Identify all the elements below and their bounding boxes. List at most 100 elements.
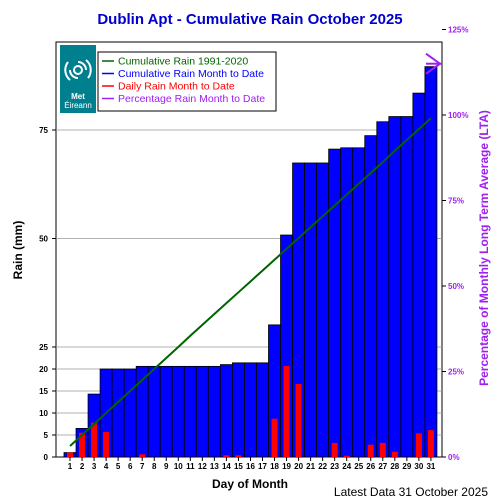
x-tick-label: 2 <box>80 462 85 471</box>
x-tick-label: 7 <box>140 462 145 471</box>
cumulative-bar <box>328 148 342 458</box>
x-tick-label: 22 <box>318 462 327 471</box>
cumulative-bar <box>111 368 125 458</box>
x-tick-label: 1 <box>68 462 73 471</box>
x-tick-label: 3 <box>92 462 97 471</box>
y-tick-label: 15 <box>39 387 48 396</box>
x-tick-label: 11 <box>186 462 195 471</box>
y-tick-label: 10 <box>39 409 48 418</box>
latest-data-note: Latest Data 31 October 2025 <box>334 485 488 499</box>
y-axis-ticks: 0 5 10 15 20 25 50 75 <box>39 126 56 462</box>
percentage-marker <box>425 52 442 75</box>
y-tick-label: 50 <box>39 235 48 244</box>
logo-line2: Éireann <box>64 101 92 110</box>
cumulative-bar <box>316 162 330 458</box>
cumulative-bar <box>424 66 438 458</box>
daily-bar <box>379 442 386 457</box>
legend-label: Percentage Rain Month to Date <box>118 93 265 105</box>
daily-bar <box>391 451 398 457</box>
y-tick-label: 5 <box>44 431 49 440</box>
x-tick-label: 21 <box>306 462 315 471</box>
daily-bar <box>235 455 242 457</box>
daily-bar <box>67 452 74 457</box>
y2-axis-label: Percentage of Monthly Long Term Average … <box>477 110 491 386</box>
y2-tick-label: 50% <box>448 282 464 291</box>
x-tick-label: 27 <box>378 462 387 471</box>
cumulative-bar <box>207 365 221 458</box>
cumulative-bar <box>388 116 402 458</box>
lta-series-line <box>69 117 432 447</box>
y-tick-label: 20 <box>39 365 48 374</box>
cumulative-bar <box>244 362 257 458</box>
y2-tick-label: 100% <box>448 111 468 120</box>
daily-bar <box>415 433 422 457</box>
lta-line <box>69 117 432 447</box>
y-tick-label: 0 <box>44 453 49 462</box>
daily-bar <box>283 365 290 457</box>
cumulative-bar <box>147 365 161 458</box>
logo-line1: Met <box>71 92 85 101</box>
daily-bar <box>139 454 146 457</box>
daily-bar <box>343 455 350 457</box>
x-tick-label: 31 <box>426 462 435 471</box>
chart-title: Dublin Apt - Cumulative Rain October 202… <box>97 11 402 28</box>
daily-bar <box>271 418 278 457</box>
x-tick-label: 13 <box>210 462 219 471</box>
legend-label: Daily Rain Month to Date <box>118 81 235 93</box>
cumulative-bar <box>232 362 245 458</box>
y2-tick-label: 25% <box>448 368 464 377</box>
cumulative-bar <box>183 365 197 458</box>
x-tick-label: 29 <box>402 462 411 471</box>
daily-bar <box>91 422 98 457</box>
x-tick-label: 8 <box>152 462 157 471</box>
x-tick-label: 25 <box>354 462 363 471</box>
x-tick-label: 12 <box>198 462 207 471</box>
cumulative-bar <box>412 92 426 458</box>
daily-bar <box>367 444 374 457</box>
cumulative-bar <box>364 135 378 458</box>
daily-bar <box>223 455 230 457</box>
daily-bar <box>79 432 86 457</box>
x-tick-label: 28 <box>390 462 399 471</box>
x-tick-label: 10 <box>174 462 183 471</box>
daily-bar <box>103 431 110 457</box>
x-axis-ticks: 1 2 3 4 5 6 7 8 9 10 11 12 13 14 15 16 17 18 19 20 21 22 23 24 2… <box>68 457 436 471</box>
y2-axis-ticks: 0% 25% 50% 75% 100% 125% <box>442 26 468 462</box>
cumulative-bar <box>195 365 209 458</box>
y2-tick-label: 75% <box>448 197 464 206</box>
x-tick-label: 20 <box>294 462 303 471</box>
daily-bar <box>295 383 302 457</box>
daily-bar <box>331 442 338 457</box>
met-eireann-logo: Met Éireann <box>60 45 96 113</box>
x-tick-label: 23 <box>330 462 339 471</box>
y-tick-label: 25 <box>39 343 48 352</box>
x-tick-label: 18 <box>270 462 279 471</box>
daily-bar <box>427 430 434 457</box>
legend-label: Cumulative Rain Month to Date <box>118 68 264 80</box>
y-tick-label: 75 <box>39 126 48 135</box>
swirl-icon <box>64 59 92 81</box>
cumulative-bar <box>123 368 137 458</box>
cumulative-bar <box>219 364 233 458</box>
cumulative-bar <box>376 121 390 458</box>
x-tick-label: 4 <box>104 462 109 471</box>
x-tick-label: 30 <box>414 462 423 471</box>
y-axis-label: Rain (mm) <box>11 221 25 280</box>
cumulative-bar <box>171 365 185 458</box>
x-tick-label: 5 <box>116 462 121 471</box>
x-tick-label: 9 <box>164 462 169 471</box>
cumulative-bar <box>256 362 269 458</box>
cumulative-bar <box>352 147 366 458</box>
x-tick-label: 26 <box>366 462 375 471</box>
daily-bars <box>67 365 434 457</box>
x-tick-label: 6 <box>128 462 133 471</box>
cumulative-bar <box>400 116 414 458</box>
x-tick-label: 19 <box>282 462 291 471</box>
cumulative-bar <box>304 162 318 458</box>
cumulative-bar <box>159 365 173 458</box>
x-tick-label: 16 <box>246 462 255 471</box>
cumulative-bars <box>63 66 438 458</box>
y2-tick-label: 0% <box>448 453 460 462</box>
